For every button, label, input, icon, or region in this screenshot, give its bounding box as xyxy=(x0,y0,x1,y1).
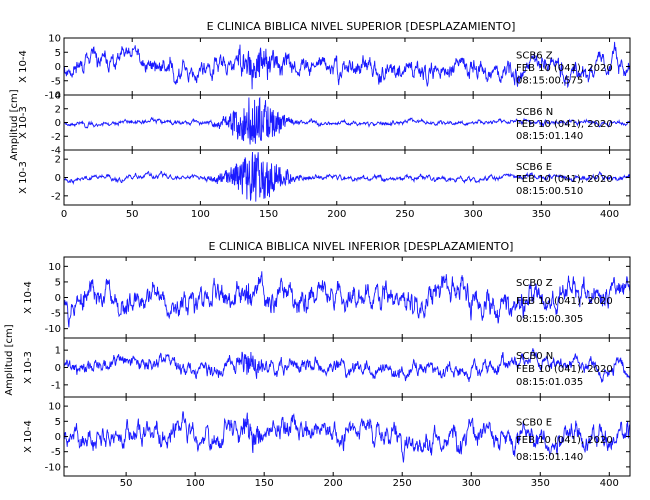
x-tick-label: 300 xyxy=(464,209,483,220)
x-tick-label: 250 xyxy=(393,478,412,489)
y-tick-label: 10 xyxy=(48,34,61,45)
scale-label: X 10-3 xyxy=(23,351,34,384)
y-tick-label: 5 xyxy=(55,277,61,288)
scale-label: X 10-3 xyxy=(18,106,29,139)
trace-subplot: 1 0 -1 X 10-3 SCB0 N FEB 10 (041), 2020 08:15:… xyxy=(23,337,631,398)
y-tick-label: 4 xyxy=(55,91,61,102)
x-tick-label: 300 xyxy=(462,478,481,489)
scale-label: X 10-4 xyxy=(23,281,34,314)
date-label: FEB 10 (041), 2020 xyxy=(516,119,613,130)
x-tick-label: 150 xyxy=(255,478,274,489)
y-tick-label: 0 xyxy=(55,293,61,304)
y-tick-label: -10 xyxy=(45,462,61,473)
panel-title: E CLINICA BIBLICA NIVEL SUPERIOR [DESPLA… xyxy=(207,20,516,33)
x-tick-label: 100 xyxy=(191,209,210,220)
station-label: SCB0 Z xyxy=(516,278,553,289)
x-tick-label: 50 xyxy=(126,209,139,220)
station-label: SCB0 N xyxy=(516,351,553,362)
y-tick-label: 5 xyxy=(55,48,61,59)
date-label: FEB 10 (041), 2020 xyxy=(516,63,613,74)
y-tick-label: -5 xyxy=(51,309,61,320)
y-tick-label: 0 xyxy=(55,62,61,73)
time-label: 08:15:01.140 xyxy=(516,452,583,463)
date-label: FEB 10 (041), 2020 xyxy=(516,174,613,185)
scale-label: X 10-4 xyxy=(23,420,34,453)
panel-title: E CLINICA BIBLICA NIVEL INFERIOR [DESPLA… xyxy=(209,240,514,253)
x-tick-label: 0 xyxy=(61,209,67,220)
station-label: SCB6 E xyxy=(516,162,552,173)
upper-level-panel: E CLINICA BIBLICA NIVEL SUPERIOR [DESPLA… xyxy=(9,20,631,220)
x-tick-label: 350 xyxy=(531,478,550,489)
date-label: FEB 10 (041), 2020 xyxy=(516,296,613,307)
y-tick-label: 2 xyxy=(55,155,61,166)
y-tick-label: -5 xyxy=(51,447,61,458)
seismic-trace-line xyxy=(63,96,631,145)
station-label: SCB6 N xyxy=(516,107,553,118)
time-label: 08:15:00.510 xyxy=(516,186,583,197)
y-tick-label: -4 xyxy=(51,146,61,157)
station-label: SCB0 E xyxy=(516,417,552,428)
time-label: 08:15:00.305 xyxy=(516,314,583,325)
time-label: 08:15:01.140 xyxy=(516,131,583,142)
seismic-trace-line xyxy=(63,411,631,463)
y-tick-label: -10 xyxy=(45,324,61,335)
x-tick-label: 350 xyxy=(532,209,551,220)
y-tick-label: -1 xyxy=(51,380,61,391)
x-tick-label: 400 xyxy=(600,209,619,220)
x-tick-label: 250 xyxy=(395,209,414,220)
x-tick-label: 100 xyxy=(186,478,205,489)
y-tick-label: 2 xyxy=(55,104,61,115)
y-tick-label: 0 xyxy=(55,432,61,443)
station-label: SCB6 Z xyxy=(516,51,553,62)
time-label: 08:15:01.035 xyxy=(516,377,583,388)
x-tick-label: 200 xyxy=(327,209,346,220)
y-tick-label: -5 xyxy=(51,76,61,87)
time-label: 08:15:00.575 xyxy=(516,76,583,87)
x-tick-label: 150 xyxy=(259,209,278,220)
seismic-trace-line xyxy=(63,348,631,383)
y-tick-label: 1 xyxy=(55,346,61,357)
y-tick-label: 0 xyxy=(55,363,61,374)
y-axis-label: Amplitud [cm] xyxy=(4,324,15,395)
y-tick-label: 10 xyxy=(48,402,61,413)
y-tick-label: 0 xyxy=(55,118,61,129)
y-tick-label: 10 xyxy=(48,262,61,273)
y-tick-label: -2 xyxy=(51,132,61,143)
y-tick-label: -2 xyxy=(51,191,61,202)
date-label: FEB 10 (041), 2020 xyxy=(516,364,613,375)
x-tick-label: 400 xyxy=(600,478,619,489)
y-tick-label: -10 xyxy=(45,91,61,102)
seismic-trace-line xyxy=(63,41,631,90)
x-tick-label: 50 xyxy=(120,478,133,489)
y-axis-label: Amplitud [cm] xyxy=(9,89,20,160)
y-tick-label: 0 xyxy=(55,173,61,184)
y-tick-label: 5 xyxy=(55,417,61,428)
trace-subplot: 10 5 0 -5 -10 X 10-4 SCB0 Z FEB 10 (041), 2020 0… xyxy=(23,256,631,339)
scale-label: X 10-4 xyxy=(18,50,29,83)
x-tick-label: 200 xyxy=(324,478,343,489)
scale-label: X 10-3 xyxy=(18,161,29,194)
date-label: FEB 10 (041), 2020 xyxy=(516,435,613,446)
trace-subplot: 10 5 0 -5 -10 X 10-4 SCB0 E FEB 10 (041), 2020 0… xyxy=(23,396,631,477)
seismic-trace-line xyxy=(63,271,631,328)
seismic-trace-line xyxy=(63,151,631,202)
lower-level-panel: E CLINICA BIBLICA NIVEL INFERIOR [DESPLA… xyxy=(4,240,631,489)
